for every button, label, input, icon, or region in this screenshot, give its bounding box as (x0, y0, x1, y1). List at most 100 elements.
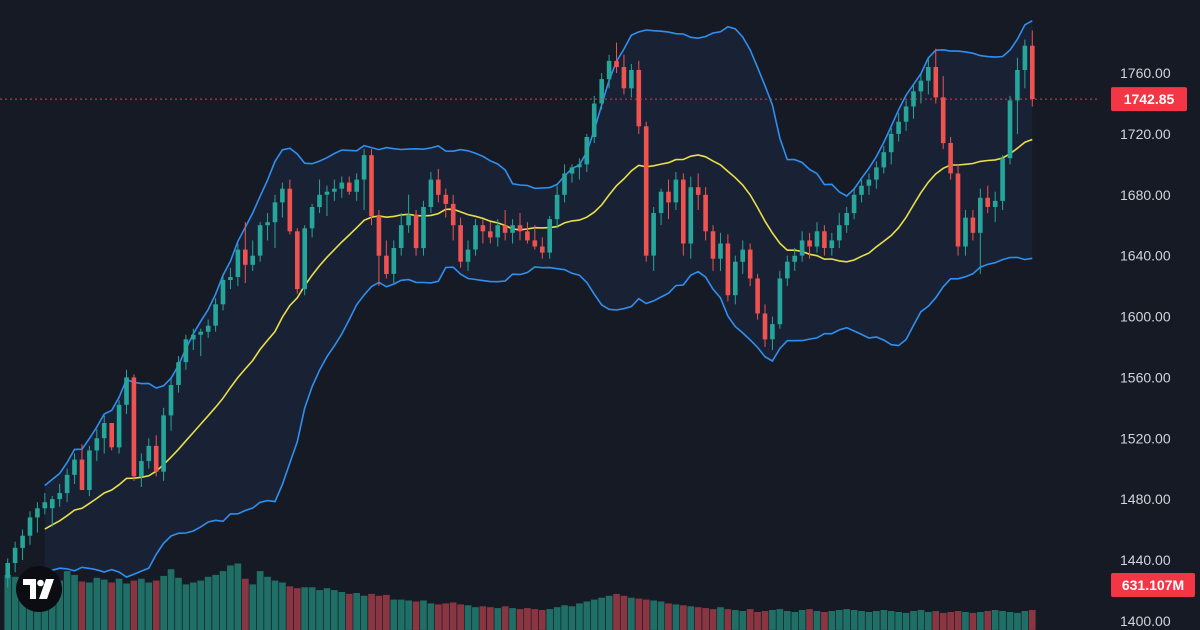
volume-bar (449, 602, 457, 630)
volume-bar (828, 611, 836, 630)
volume-bar (175, 577, 182, 630)
candle-body (710, 231, 716, 259)
volume-bar (531, 609, 539, 630)
candle (710, 225, 716, 271)
tradingview-logo[interactable] (16, 566, 62, 612)
candle (814, 222, 820, 253)
candle (911, 85, 916, 119)
candle (747, 243, 753, 287)
volume-bar (56, 580, 63, 630)
candle (250, 240, 255, 271)
candle-body (525, 231, 530, 241)
volume-bar (86, 582, 93, 630)
candle (94, 429, 100, 462)
candle-body (20, 535, 25, 548)
candle-body (762, 313, 768, 340)
candle-body (465, 249, 471, 262)
volume-bar (323, 588, 331, 630)
candle (888, 127, 894, 165)
candle (235, 243, 241, 287)
candle (569, 164, 575, 183)
volume-bar (798, 610, 806, 630)
candle (42, 493, 48, 515)
candle-body (295, 231, 300, 290)
volume-bar (843, 609, 850, 630)
candle (64, 468, 70, 503)
candle (72, 453, 77, 484)
candle-body (547, 219, 552, 253)
volume-bar (769, 610, 776, 630)
last-price-label: 1742.85 (1124, 91, 1175, 107)
candle (584, 133, 590, 172)
candle-body (985, 197, 990, 207)
volume-bar (457, 604, 464, 630)
candle (837, 213, 842, 249)
candle-body (495, 225, 500, 238)
candle-body (502, 225, 508, 233)
volume-bar (865, 612, 873, 630)
candle (1022, 39, 1028, 89)
candle (903, 100, 909, 131)
candle-body (992, 200, 998, 207)
volume-bar (524, 608, 531, 630)
volume-bar (442, 603, 450, 630)
candle-body (272, 202, 278, 223)
candle-body (591, 103, 597, 137)
candle (673, 171, 679, 210)
candle-body (346, 182, 352, 192)
volume-badge: 631.107M (1111, 573, 1195, 597)
volume-bar (538, 610, 546, 630)
candle (450, 194, 456, 241)
candle (272, 194, 278, 249)
candle (851, 188, 857, 220)
volume-bar (501, 606, 509, 630)
candle (510, 219, 515, 244)
volume-bar (858, 611, 865, 630)
candle (428, 171, 434, 214)
volume-bar (427, 603, 435, 630)
volume-bar (1006, 612, 1014, 630)
volume-bar (806, 609, 813, 630)
volume-bar (1014, 612, 1021, 630)
candle-body (473, 225, 478, 250)
candle-body (72, 459, 77, 475)
candle-body (621, 67, 627, 89)
candle (480, 219, 486, 244)
candle-body (153, 445, 159, 472)
candle (517, 213, 523, 241)
candle-body (488, 231, 493, 238)
volume-bar (242, 578, 249, 630)
candle-body (376, 216, 382, 256)
price-tick-label: 1440.00 (1120, 552, 1171, 568)
candle (777, 270, 783, 329)
volume-bar (821, 612, 828, 630)
volume-bar (368, 593, 375, 630)
volume-bar (4, 574, 12, 630)
volume-bar (925, 612, 932, 630)
volume-label: 631.107M (1122, 577, 1184, 593)
volume-bar (487, 607, 494, 630)
candle (532, 225, 538, 250)
price-tick-label: 1400.00 (1120, 613, 1171, 629)
candle (332, 179, 337, 201)
candle (926, 57, 931, 95)
candle (295, 228, 300, 294)
candle-body (955, 173, 961, 247)
candle-body (57, 493, 62, 500)
candle (807, 232, 812, 259)
volume-bar (397, 599, 405, 630)
volume-bar (717, 607, 724, 630)
price-tick-label: 1680.00 (1120, 187, 1171, 203)
volume-bar (279, 582, 286, 630)
volume-bar (835, 610, 843, 630)
candle-body (213, 304, 218, 326)
candle (1007, 95, 1013, 165)
candle-body (35, 508, 40, 518)
volume-bar (190, 582, 197, 630)
candle-body (629, 70, 634, 89)
candle (57, 483, 62, 507)
candle (339, 176, 345, 198)
volume-bar (568, 606, 576, 630)
